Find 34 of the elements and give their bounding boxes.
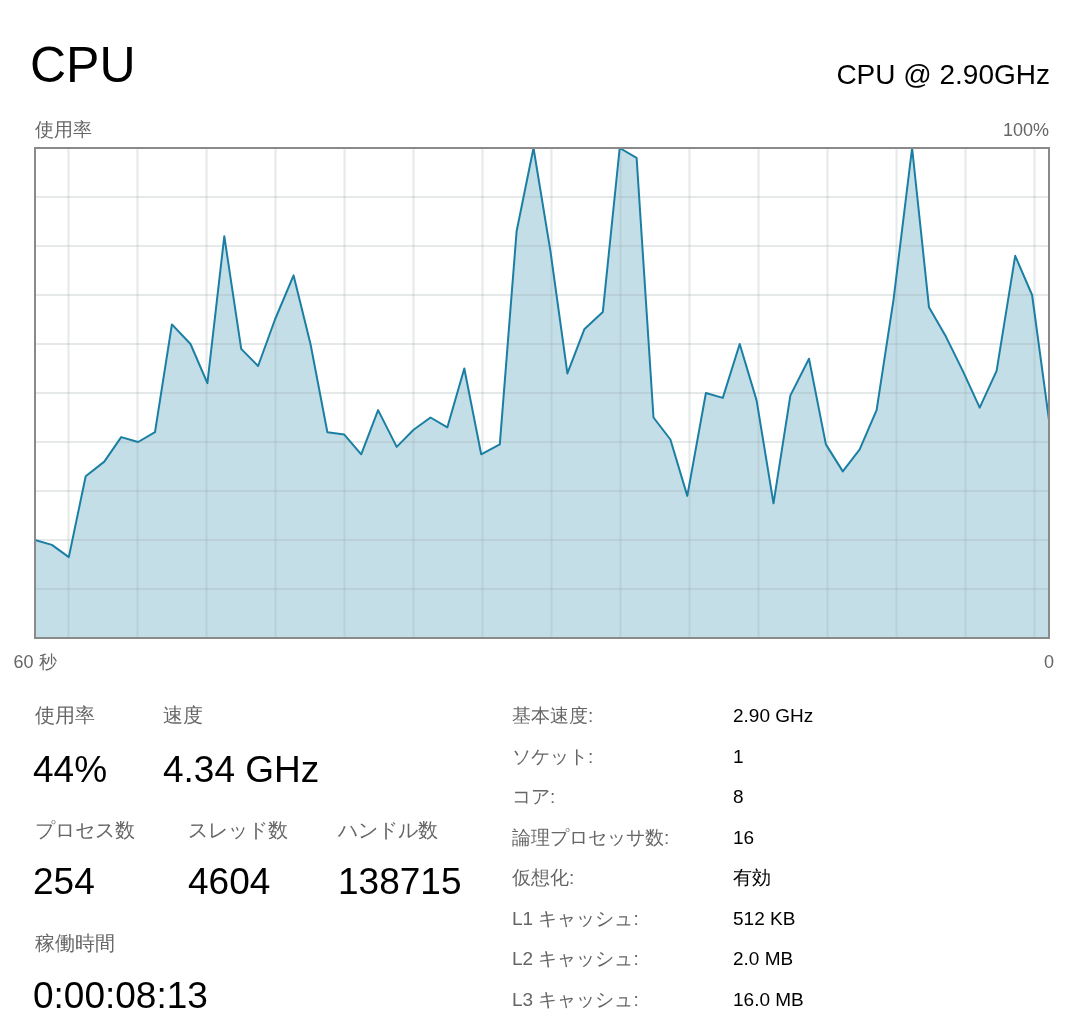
x-tick-label: 60 秒	[13, 652, 57, 672]
chart-subtitle: CPU @ 2.90GHz	[836, 59, 1050, 90]
text: 基本速度:	[512, 705, 594, 726]
y-axis-title: 使用率	[35, 119, 92, 140]
text: ハンドル数	[337, 819, 438, 841]
text: 100%	[1002, 120, 1049, 140]
text: 0:00:08:13	[33, 975, 208, 1016]
text: ソケット:	[512, 745, 594, 767]
text: 1	[733, 745, 744, 767]
text: 8	[733, 786, 744, 807]
text: 138715	[338, 861, 462, 902]
text: L1 キャッシュ:	[512, 907, 639, 929]
text: 仮想化:	[511, 867, 575, 888]
text: 有効	[733, 867, 771, 888]
text: 44%	[33, 749, 108, 790]
text: 速度	[163, 704, 203, 726]
x-tick-label: 0	[1043, 652, 1055, 672]
text: コア:	[512, 786, 556, 807]
chart-title: CPU	[30, 37, 136, 93]
text: 使用率	[35, 704, 95, 726]
text: L3 キャッシュ:	[512, 988, 639, 1010]
text: 2.90 GHz	[733, 705, 814, 726]
text: 2.0 MB	[733, 948, 794, 969]
text: 16	[733, 826, 755, 848]
text: スレッド数	[188, 819, 288, 841]
text: 稼働時間	[35, 932, 115, 954]
text: 4604	[188, 861, 271, 902]
text: 254	[33, 861, 95, 902]
text: 4.34 GHz	[163, 749, 320, 790]
text: 論理プロセッサ数:	[512, 826, 670, 848]
text: 512 KB	[733, 907, 796, 929]
text: プロセス数	[35, 819, 135, 841]
text: L2 キャッシュ:	[512, 948, 639, 969]
text: 16.0 MB	[733, 988, 804, 1010]
